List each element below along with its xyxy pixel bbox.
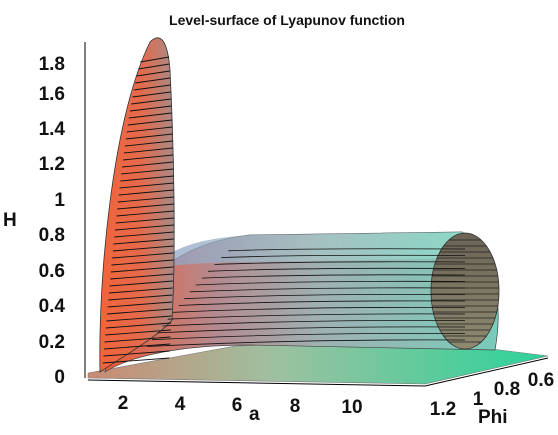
a-tick-label: 8 xyxy=(290,396,301,417)
tall-leaf-contours xyxy=(102,56,175,364)
phi-axis-label: Phi xyxy=(478,407,508,428)
phi-axis-line xyxy=(424,357,549,387)
contour-line xyxy=(162,319,466,327)
contour-line xyxy=(129,105,172,112)
contour-line xyxy=(111,259,174,266)
contour-line xyxy=(103,343,171,350)
contour-line xyxy=(122,154,174,161)
contour-line xyxy=(108,294,173,301)
contour-line xyxy=(126,126,173,133)
tall-leaf-surface xyxy=(99,37,175,373)
h-tick-label: 1 xyxy=(54,190,65,211)
contour-line xyxy=(133,84,171,91)
h-tick-label: 1.2 xyxy=(39,154,65,175)
contour-line xyxy=(117,196,174,203)
h-tick-label: 0.4 xyxy=(39,296,66,317)
contour-line xyxy=(167,313,466,320)
contour-line xyxy=(125,133,173,140)
contour-line xyxy=(124,140,173,147)
contour-line xyxy=(105,329,171,336)
floor-surface xyxy=(87,339,549,385)
contour-line xyxy=(207,267,466,272)
contour-line xyxy=(128,112,172,119)
contour-line xyxy=(221,254,466,258)
contour-line xyxy=(140,56,170,63)
contour-line xyxy=(132,91,171,98)
contour-line xyxy=(228,248,466,252)
contour-line xyxy=(108,287,173,294)
h-tick-label: 0.6 xyxy=(39,261,65,282)
contour-line xyxy=(113,238,174,245)
contour-line xyxy=(189,287,466,293)
contour-line xyxy=(127,119,173,126)
contour-line xyxy=(131,98,172,105)
contour-line xyxy=(107,301,173,308)
a-tick-label: 6 xyxy=(232,395,243,416)
contour-line xyxy=(106,308,172,315)
contour-line xyxy=(110,273,174,280)
h-tick-label: 0 xyxy=(54,367,65,388)
contour-line xyxy=(201,274,466,279)
a-tick-label: 2 xyxy=(118,393,129,414)
contour-line xyxy=(109,280,173,287)
contour-line xyxy=(119,182,174,189)
contour-line xyxy=(114,231,174,238)
contour-line xyxy=(103,350,170,357)
h-tick-label: 1.8 xyxy=(39,54,65,75)
a-tick-label: 4 xyxy=(175,394,186,415)
a-axis-line xyxy=(87,379,426,387)
contour-line xyxy=(195,280,466,286)
contour-line xyxy=(135,77,171,84)
contour-line xyxy=(110,266,174,273)
contour-line xyxy=(151,332,466,341)
phi-tick-label: 1 xyxy=(473,389,484,410)
contour-line xyxy=(118,189,174,196)
contour-line xyxy=(117,203,175,210)
contour-line xyxy=(120,175,174,182)
h-axis-ticks: 0 0.2 0.4 0.6 0.8 1 1.2 1.4 1.6 1.8 xyxy=(39,54,66,388)
h-tick-label: 0.8 xyxy=(39,225,65,246)
chart-title: Level-surface of Lyapunov function xyxy=(169,12,405,28)
cylinder-contours xyxy=(146,248,466,347)
contour-line xyxy=(146,339,466,347)
contour-line xyxy=(115,217,175,224)
contour-line xyxy=(173,306,466,313)
contour-line xyxy=(122,161,174,168)
contour-line xyxy=(138,63,170,70)
contour-line xyxy=(112,252,174,259)
contour-line xyxy=(104,336,171,343)
contour-line xyxy=(116,210,175,217)
h-axis-label: H xyxy=(3,210,17,231)
a-axis-label: a xyxy=(249,404,260,425)
contour-line xyxy=(121,168,174,175)
a-axis-ticks: 2 4 6 8 10 xyxy=(118,393,363,418)
cylinder-cap-contours xyxy=(431,239,499,343)
contour-line xyxy=(178,300,466,306)
a-tick-label: 10 xyxy=(341,397,362,418)
phi-tick-label: 0.6 xyxy=(528,370,554,391)
h-tick-label: 1.4 xyxy=(39,119,66,140)
contour-line xyxy=(136,70,170,77)
contour-line xyxy=(112,245,174,252)
phi-tick-label: 1.2 xyxy=(430,399,456,420)
h-tick-label: 1.6 xyxy=(39,84,65,105)
contour-line xyxy=(114,224,175,231)
cylinder-end-cap xyxy=(430,232,500,350)
h-tick-label: 0.2 xyxy=(39,332,65,353)
contour-line xyxy=(214,261,466,265)
phi-axis-ticks: 1.2 1 0.8 0.6 xyxy=(430,370,554,420)
contour-line xyxy=(105,322,172,329)
contour-line xyxy=(106,315,172,322)
phi-tick-label: 0.8 xyxy=(494,379,520,400)
contour-line xyxy=(123,147,174,154)
contour-line xyxy=(157,326,466,334)
contour-line xyxy=(102,357,170,364)
contour-line xyxy=(184,293,466,300)
cylinder-top-surface xyxy=(150,232,476,268)
